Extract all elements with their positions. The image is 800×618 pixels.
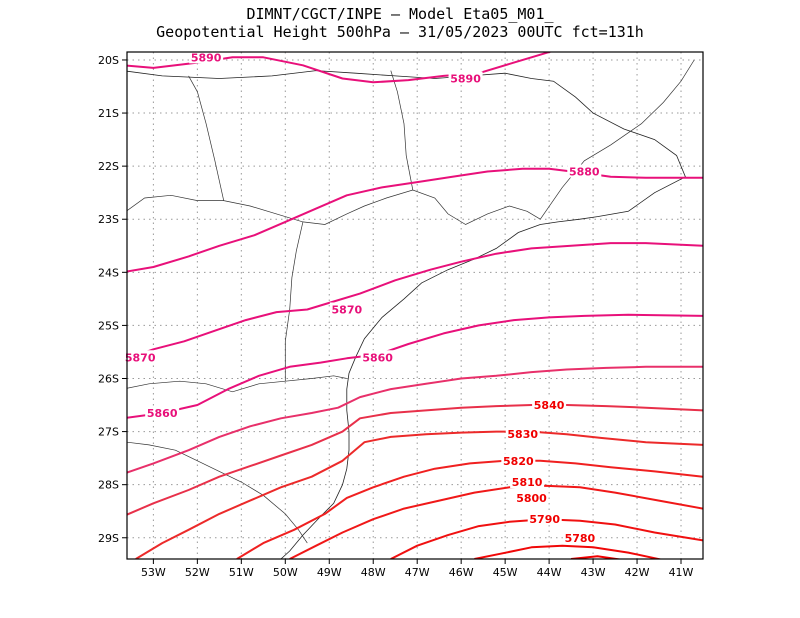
x-tick-label: 43W <box>581 566 606 579</box>
contour-label: 5810 <box>512 476 543 489</box>
contour-line-5860 <box>127 365 703 474</box>
state-border <box>127 189 541 225</box>
y-tick-label: 24S <box>98 266 119 279</box>
state-border <box>390 70 414 191</box>
contour-label: 5780 <box>565 532 596 545</box>
x-tick-label: 47W <box>405 566 430 579</box>
contour-label-bg <box>505 427 540 441</box>
y-tick-label: 25S <box>98 319 119 332</box>
contour-label: 5860 <box>147 407 178 420</box>
contour-line-5810 <box>289 484 703 559</box>
x-tick-label: 42W <box>625 566 650 579</box>
x-tick-label: 41W <box>669 566 694 579</box>
x-tick-label: 46W <box>449 566 474 579</box>
x-tick-label: 51W <box>229 566 254 579</box>
contour-label-bg <box>501 453 536 467</box>
contour-label: 5840 <box>534 399 565 412</box>
contour-label-bg <box>514 490 549 504</box>
contour-line-5790 <box>474 544 664 559</box>
contour-label: 5800 <box>516 492 547 505</box>
contour-label: 5870 <box>332 303 363 316</box>
x-tick-label: 49W <box>317 566 342 579</box>
contour-label-bg <box>567 164 602 178</box>
contour-label-bg <box>360 350 395 364</box>
state-border <box>127 375 347 393</box>
contour-label: 5890 <box>191 51 222 64</box>
y-tick-label: 28S <box>98 479 119 492</box>
y-tick-label: 22S <box>98 160 119 173</box>
geography-layer <box>127 59 695 559</box>
axis-ticks: 53W 52W 51W 50W 49W 48W 47W 46W 45W 44W 43W 42W 41W 2… <box>98 54 694 579</box>
contour-label: 5890 <box>450 73 481 86</box>
contour-label-bg <box>145 406 180 420</box>
contour-label: 5880 <box>569 165 600 178</box>
contour-label-bg <box>329 302 364 316</box>
y-tick-label: 21S <box>98 107 119 120</box>
contour-label-bg <box>510 475 545 489</box>
contour-label-bg <box>189 50 224 64</box>
state-border <box>284 221 304 382</box>
contour-label: 5820 <box>503 455 534 468</box>
contour-label: 5860 <box>362 351 393 364</box>
y-tick-label: 29S <box>98 532 119 545</box>
y-tick-label: 26S <box>98 372 119 385</box>
contour-label-layer: 5890 5890 5880 5870 5870 5860 5860 5840 5830 5820… <box>123 50 602 545</box>
contour-label: 5870 <box>125 351 156 364</box>
contour-line-5820 <box>236 459 703 559</box>
contour-line-5830 <box>135 430 703 559</box>
plot-frame <box>126 51 704 560</box>
contour-label: 5830 <box>507 428 538 441</box>
contour-label-bg <box>527 512 562 526</box>
coastline <box>127 70 686 559</box>
contour-line-5870 <box>127 313 703 419</box>
x-tick-label: 45W <box>493 566 518 579</box>
map-title-line-2: Geopotential Height 500hPa – 31/05/2023 … <box>156 23 644 41</box>
contour-label-bg <box>123 350 158 364</box>
contour-line-5800 <box>390 518 703 559</box>
contour-line-5840 <box>127 404 703 516</box>
x-tick-label: 48W <box>361 566 386 579</box>
contour-line-5880 <box>127 167 703 273</box>
x-tick-label: 53W <box>141 566 166 579</box>
y-tick-label: 20S <box>98 54 119 67</box>
map-title-line-1: DIMNT/CGCT/INPE – Model Eta05_M01_ <box>246 5 554 23</box>
y-tick-label: 23S <box>98 213 119 226</box>
state-border <box>540 59 695 220</box>
x-tick-label: 52W <box>185 566 210 579</box>
contour-layer <box>127 52 703 559</box>
contour-label-bg <box>562 530 597 544</box>
state-border <box>127 441 308 544</box>
y-tick-label: 27S <box>98 426 119 439</box>
graticule-grid <box>127 52 703 559</box>
x-tick-label: 44W <box>537 566 562 579</box>
state-border <box>188 75 225 201</box>
contour-label-bg <box>532 398 567 412</box>
contour-line-5875 <box>127 242 703 360</box>
x-tick-label: 50W <box>273 566 298 579</box>
contour-label: 5790 <box>529 513 560 526</box>
contour-label-bg <box>448 71 483 85</box>
